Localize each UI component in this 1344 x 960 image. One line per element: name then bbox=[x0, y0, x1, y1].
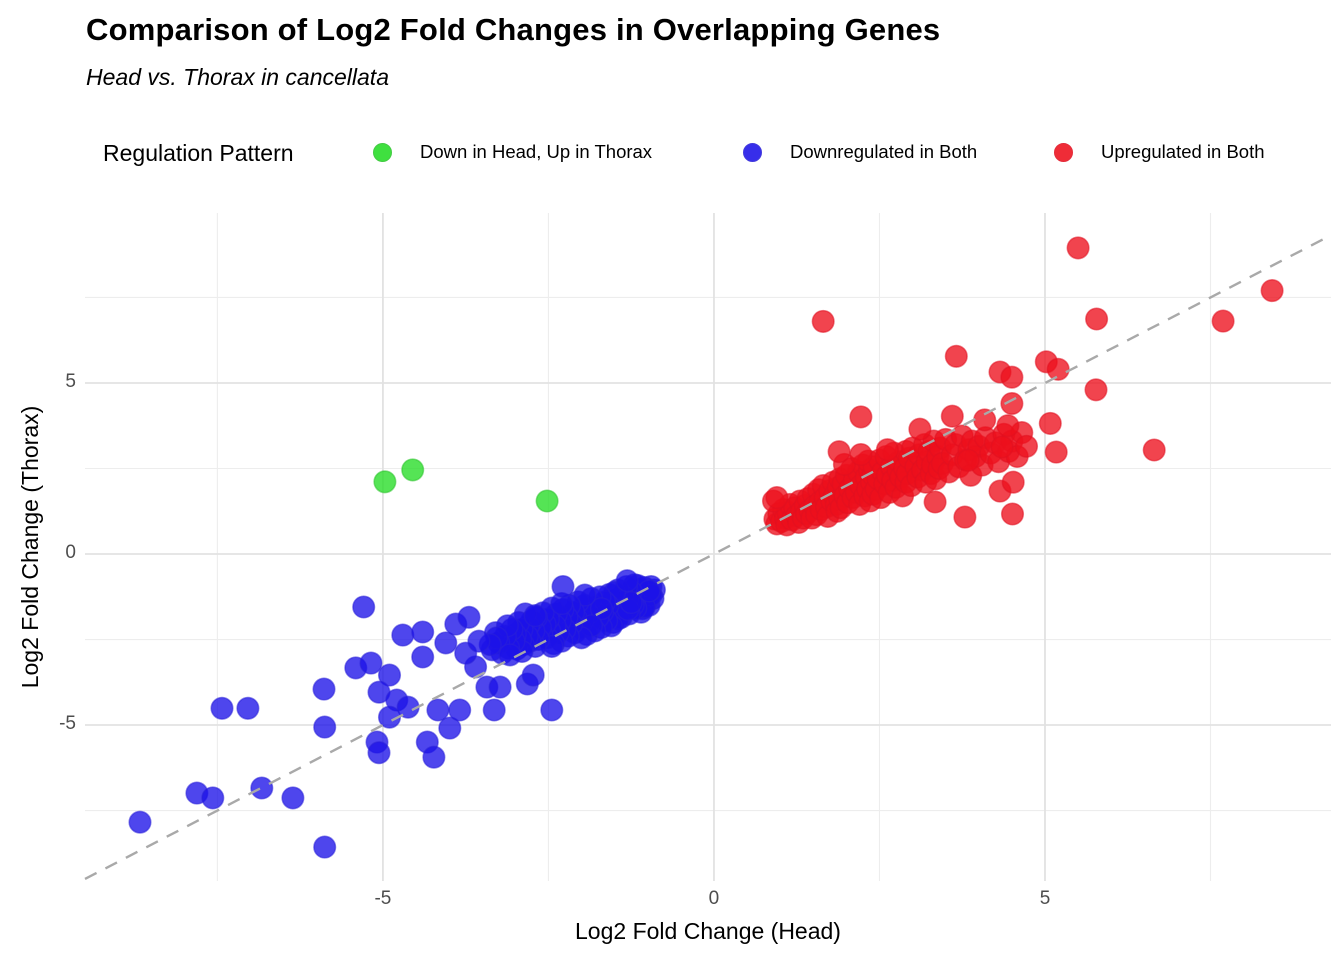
series-blue bbox=[128, 569, 666, 859]
data-point bbox=[367, 741, 391, 765]
legend-item-down-head-up-thorax: Down in Head, Up in Thorax bbox=[373, 141, 652, 163]
data-point bbox=[482, 698, 506, 722]
data-point bbox=[1084, 378, 1108, 402]
data-point bbox=[448, 698, 472, 722]
data-point bbox=[996, 414, 1020, 438]
legend-item-label: Upregulated in Both bbox=[1101, 141, 1265, 162]
data-point bbox=[523, 604, 547, 628]
data-point bbox=[411, 645, 435, 669]
data-point bbox=[1066, 236, 1090, 260]
data-point bbox=[827, 440, 851, 464]
data-point bbox=[956, 448, 980, 472]
data-point bbox=[1046, 357, 1070, 381]
data-point bbox=[426, 698, 450, 722]
chart-subtitle: Head vs. Thorax in cancellata bbox=[86, 64, 389, 90]
blue-dot-icon bbox=[743, 142, 762, 162]
data-point bbox=[210, 696, 234, 720]
identity-reference-line bbox=[84, 234, 1332, 881]
data-point bbox=[373, 470, 397, 494]
data-point bbox=[765, 486, 789, 510]
data-point bbox=[973, 408, 997, 432]
data-point bbox=[1044, 440, 1068, 464]
data-point bbox=[281, 786, 305, 810]
x-tick-label: 0 bbox=[708, 888, 720, 909]
data-point bbox=[1000, 365, 1024, 389]
data-point bbox=[467, 629, 491, 653]
green-dot-icon bbox=[373, 142, 392, 162]
x-axis-title: Log2 Fold Change (Head) bbox=[575, 918, 841, 944]
data-point bbox=[521, 663, 545, 687]
data-point bbox=[540, 698, 564, 722]
chart-title: Comparison of Log2 Fold Changes in Overl… bbox=[86, 12, 941, 47]
data-point bbox=[312, 677, 336, 701]
data-point bbox=[488, 675, 512, 699]
data-point bbox=[359, 651, 383, 675]
data-point bbox=[438, 716, 462, 740]
x-tick-label: -5 bbox=[374, 888, 392, 909]
data-point bbox=[923, 490, 947, 514]
data-point bbox=[411, 620, 435, 644]
data-point bbox=[401, 458, 425, 482]
data-point bbox=[457, 605, 481, 629]
data-point bbox=[1000, 502, 1025, 526]
legend-item-downregulated-both: Downregulated in Both bbox=[743, 141, 977, 163]
data-point bbox=[434, 631, 458, 655]
data-point bbox=[377, 663, 402, 687]
data-point bbox=[313, 715, 337, 739]
x-tick-label: 5 bbox=[1039, 888, 1051, 909]
data-point bbox=[313, 835, 337, 859]
data-point bbox=[128, 810, 152, 834]
y-tick-label: 0 bbox=[65, 542, 76, 564]
data-point bbox=[1001, 470, 1025, 494]
y-tick-label: -5 bbox=[59, 713, 76, 735]
data-point bbox=[352, 595, 376, 619]
data-point bbox=[1085, 307, 1109, 331]
data-point bbox=[908, 417, 932, 441]
data-point bbox=[875, 438, 899, 462]
data-point bbox=[422, 745, 446, 769]
series-red bbox=[761, 236, 1284, 537]
data-point bbox=[944, 344, 968, 368]
data-point bbox=[535, 489, 559, 513]
legend-item-label: Downregulated in Both bbox=[790, 141, 978, 162]
data-point bbox=[849, 442, 873, 467]
data-point bbox=[953, 505, 977, 529]
data-point bbox=[849, 405, 873, 429]
data-point bbox=[1142, 438, 1166, 462]
data-point bbox=[551, 574, 575, 599]
data-point bbox=[201, 786, 225, 810]
data-point bbox=[940, 404, 964, 428]
data-point bbox=[1260, 279, 1284, 303]
data-point bbox=[811, 309, 835, 333]
red-dot-icon bbox=[1054, 142, 1073, 162]
data-point bbox=[250, 776, 274, 800]
data-point bbox=[1000, 391, 1024, 416]
y-tick-label: 5 bbox=[65, 371, 76, 393]
y-axis-title: Log2 Fold Change (Thorax) bbox=[17, 405, 43, 689]
data-point bbox=[391, 623, 415, 647]
data-point bbox=[1038, 411, 1062, 435]
data-point bbox=[990, 435, 1014, 459]
series-green bbox=[373, 458, 559, 513]
data-point bbox=[615, 569, 639, 593]
data-point bbox=[1014, 434, 1039, 458]
data-point bbox=[236, 696, 260, 720]
legend-item-upregulated-both: Upregulated in Both bbox=[1054, 141, 1265, 163]
legend-item-label: Down in Head, Up in Thorax bbox=[420, 141, 653, 162]
data-point bbox=[1211, 309, 1235, 333]
legend-title: Regulation Pattern bbox=[103, 140, 294, 166]
